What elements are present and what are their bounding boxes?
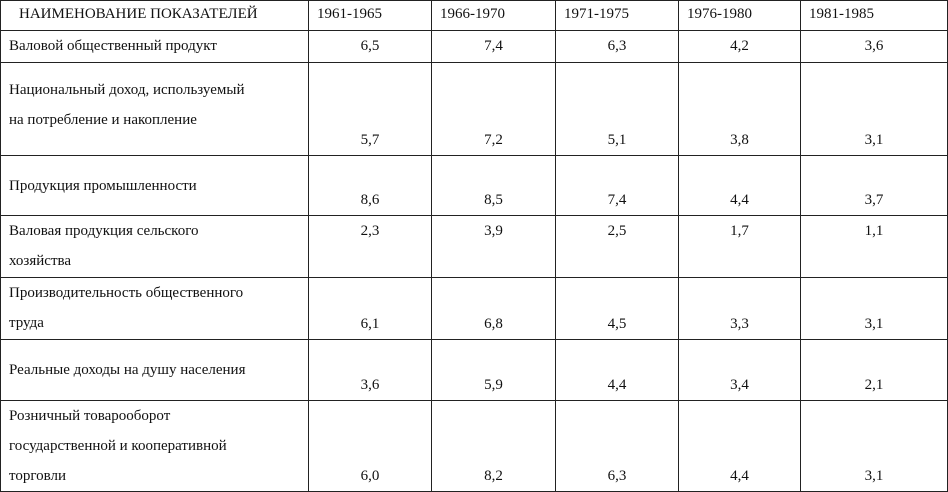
table-row: Производительность общественного труда 6,1… [0,277,948,340]
value-cell: 7,4 [431,30,556,63]
value-cell: 6,1 [308,277,432,340]
value-cell: 6,3 [555,30,679,63]
value-cell: 4,4 [678,155,801,216]
value-cell: 6,3 [555,400,679,492]
value-cell: 6,5 [308,30,432,63]
label-line: Валовая продукция сельского [9,223,199,239]
table-row: Реальные доходы на душу населения 3,6 5,9 4… [0,339,948,401]
row-label: Национальный доход, используемый на потре… [0,62,309,156]
value-cell: 3,8 [678,62,801,156]
value-cell: 8,5 [431,155,556,216]
table-row: Валовой общественный продукт 6,5 7,4 6,3 4,2… [0,30,948,63]
header-cell: 1981-1985 [800,0,948,31]
value-cell: 2,5 [555,215,679,278]
value-cell: 3,1 [800,62,948,156]
label-line: труда [9,315,44,331]
value-cell: 1,1 [800,215,948,278]
value-cell: 2,3 [308,215,432,278]
header-row: НАИМЕНОВАНИЕ ПОКАЗАТЕЛЕЙ 1961-1965 1966-19… [0,0,948,31]
label-line: торговли [9,468,67,484]
value-cell: 3,6 [308,339,432,401]
value-cell: 2,1 [800,339,948,401]
value-cell: 4,4 [678,400,801,492]
header-cell: НАИМЕНОВАНИЕ ПОКАЗАТЕЛЕЙ [0,0,309,31]
header-cell: 1976-1980 [678,0,801,31]
value-cell: 5,1 [555,62,679,156]
header-cell: 1966-1970 [431,0,556,31]
label-line: Национальный доход, используемый [9,82,245,98]
header-cell: 1971-1975 [555,0,679,31]
label-line: Розничный товарооборот [9,408,171,424]
label-line: на потребление и накопление [9,112,197,128]
value-cell: 1,7 [678,215,801,278]
table-row: Продукция промышленности 8,6 8,5 7,4 4,4 3,7 [0,155,948,216]
table-row: Розничный товарооборот государственной и … [0,400,948,492]
row-label: Реальные доходы на душу населения [0,339,309,401]
table-row: Валовая продукция сельского хозяйства 2,3 3… [0,215,948,278]
value-cell: 5,7 [308,62,432,156]
value-cell: 3,9 [431,215,556,278]
row-label: Валовой общественный продукт [0,30,309,63]
label-line: Валовой общественный продукт [9,38,217,54]
value-cell: 3,3 [678,277,801,340]
row-label: Продукция промышленности [0,155,309,216]
value-cell: 6,0 [308,400,432,492]
value-cell: 8,6 [308,155,432,216]
row-label: Производительность общественного труда [0,277,309,340]
row-label: Валовая продукция сельского хозяйства [0,215,309,278]
value-cell: 5,9 [431,339,556,401]
value-cell: 3,1 [800,400,948,492]
header-cell: 1961-1965 [308,0,432,31]
value-cell: 3,6 [800,30,948,63]
value-cell: 4,5 [555,277,679,340]
label-line: хозяйства [9,253,72,269]
table-row: Национальный доход, используемый на потре… [0,62,948,156]
value-cell: 6,8 [431,277,556,340]
value-cell: 3,1 [800,277,948,340]
label-line: Продукция промышленности [9,177,197,194]
value-cell: 3,4 [678,339,801,401]
label-line: Реальные доходы на душу населения [9,362,246,378]
value-cell: 7,2 [431,62,556,156]
value-cell: 4,4 [555,339,679,401]
label-line: Производительность общественного [9,285,244,301]
row-label: Розничный товарооборот государственной и … [0,400,309,492]
value-cell: 4,2 [678,30,801,63]
value-cell: 3,7 [800,155,948,216]
label-line: государственной и кооперативной [9,438,227,454]
value-cell: 8,2 [431,400,556,492]
value-cell: 7,4 [555,155,679,216]
